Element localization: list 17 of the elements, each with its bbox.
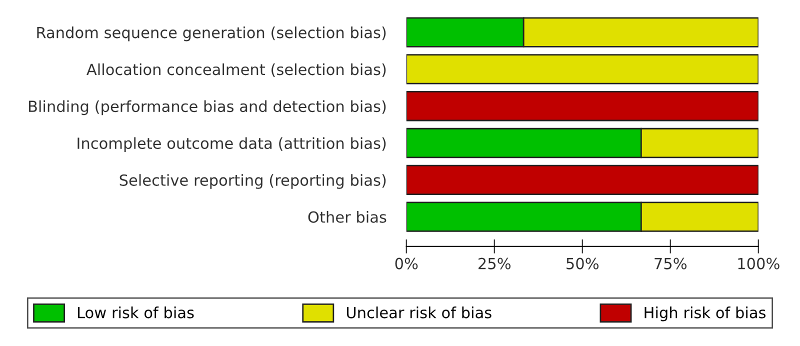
y-tick-label: Allocation concealment (selection bias) bbox=[86, 63, 386, 78]
legend-label: High risk of bias bbox=[644, 306, 766, 322]
y-tick-label: Other bias bbox=[308, 211, 386, 223]
bar bbox=[406, 164, 758, 196]
y-tick-label: Selective reporting (reporting bias) bbox=[120, 174, 386, 189]
x-tick-label: 50% bbox=[566, 258, 599, 270]
x-tick-label: 0% bbox=[395, 258, 418, 270]
x-tick-label: 25% bbox=[478, 258, 511, 270]
y-tick-label: Incomplete outcome data (attrition bias) bbox=[78, 137, 386, 152]
bar bbox=[406, 91, 758, 122]
x-tick-label: 75% bbox=[654, 258, 687, 270]
y-tick-label: Random sequence generation (selection bias) bbox=[37, 26, 386, 42]
x-tick-label: 100% bbox=[738, 258, 780, 270]
legend-label: Unclear risk of bias bbox=[346, 306, 492, 318]
legend-label: Low risk of bias bbox=[78, 306, 194, 318]
bar bbox=[406, 54, 758, 84]
y-tick-label: Blinding (performance bias and detection bias) bbox=[29, 100, 386, 116]
